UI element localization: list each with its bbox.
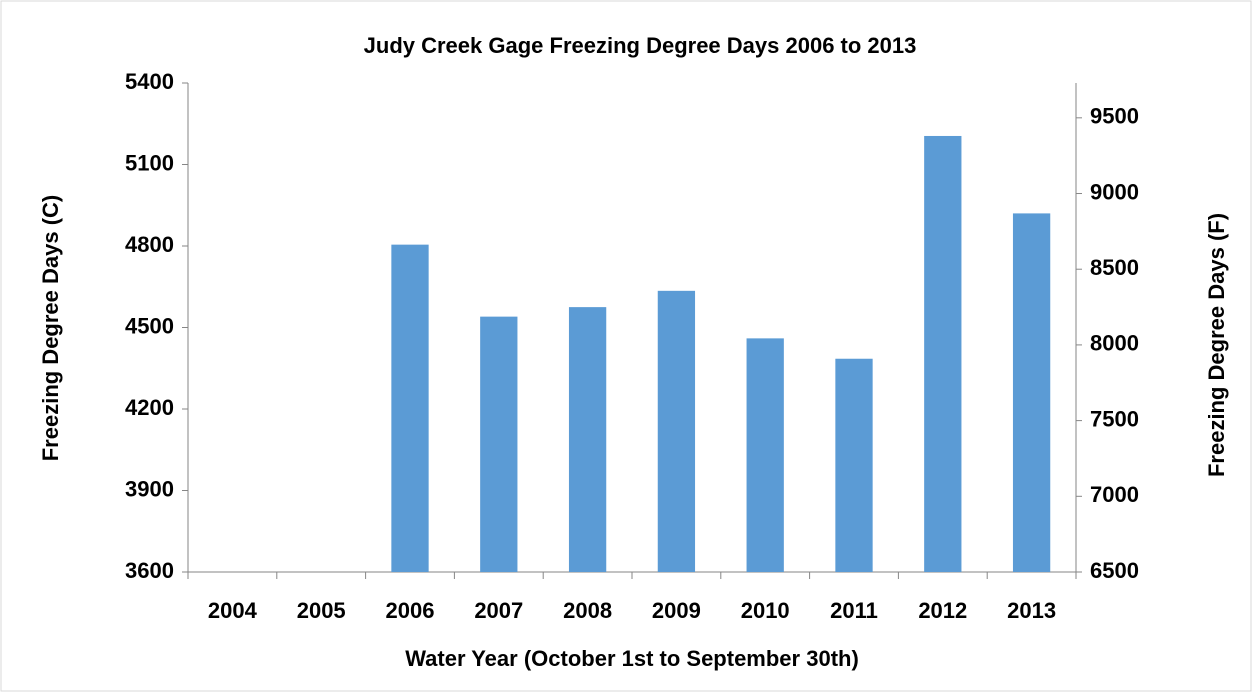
y2-tick-label: 6500 [1090, 558, 1139, 583]
y-tick-label: 3600 [125, 558, 174, 583]
y-tick-label: 5100 [125, 150, 174, 175]
x-axis-title: Water Year (October 1st to September 30t… [405, 646, 859, 671]
x-tick-label: 2009 [652, 598, 701, 623]
bar [835, 358, 873, 572]
x-tick-label: 2010 [741, 598, 790, 623]
x-tick-label: 2008 [563, 598, 612, 623]
x-tick-label: 2007 [474, 598, 523, 623]
y2-tick-label: 8500 [1090, 255, 1139, 280]
bar [924, 135, 962, 572]
y-tick-label: 3900 [125, 476, 174, 501]
bar [391, 244, 429, 572]
y2-tick-label: 9000 [1090, 179, 1139, 204]
y-tick-label: 4200 [125, 395, 174, 420]
bar [657, 290, 696, 572]
bar [568, 307, 607, 572]
y2-tick-label: 7000 [1090, 482, 1139, 507]
y2-tick-label: 7500 [1090, 406, 1139, 431]
y-tick-label: 5400 [125, 69, 174, 94]
bar [480, 316, 518, 572]
y2-axis-title: Freezing Degree Days (F) [1204, 213, 1229, 477]
bar [746, 338, 784, 572]
y2-tick-label: 9500 [1090, 104, 1139, 129]
x-tick-label: 2005 [297, 598, 346, 623]
bar [1012, 213, 1051, 572]
y-tick-label: 4800 [125, 232, 174, 257]
x-tick-label: 2004 [208, 598, 258, 623]
x-tick-label: 2012 [918, 598, 967, 623]
x-tick-label: 2013 [1007, 598, 1056, 623]
chart-title: Judy Creek Gage Freezing Degree Days 200… [364, 33, 917, 58]
y-tick-label: 4500 [125, 313, 174, 338]
y-axis-title: Freezing Degree Days (C) [38, 195, 63, 462]
x-tick-label: 2011 [830, 598, 878, 623]
y2-tick-label: 8000 [1090, 331, 1139, 356]
x-tick-label: 2006 [386, 598, 435, 623]
